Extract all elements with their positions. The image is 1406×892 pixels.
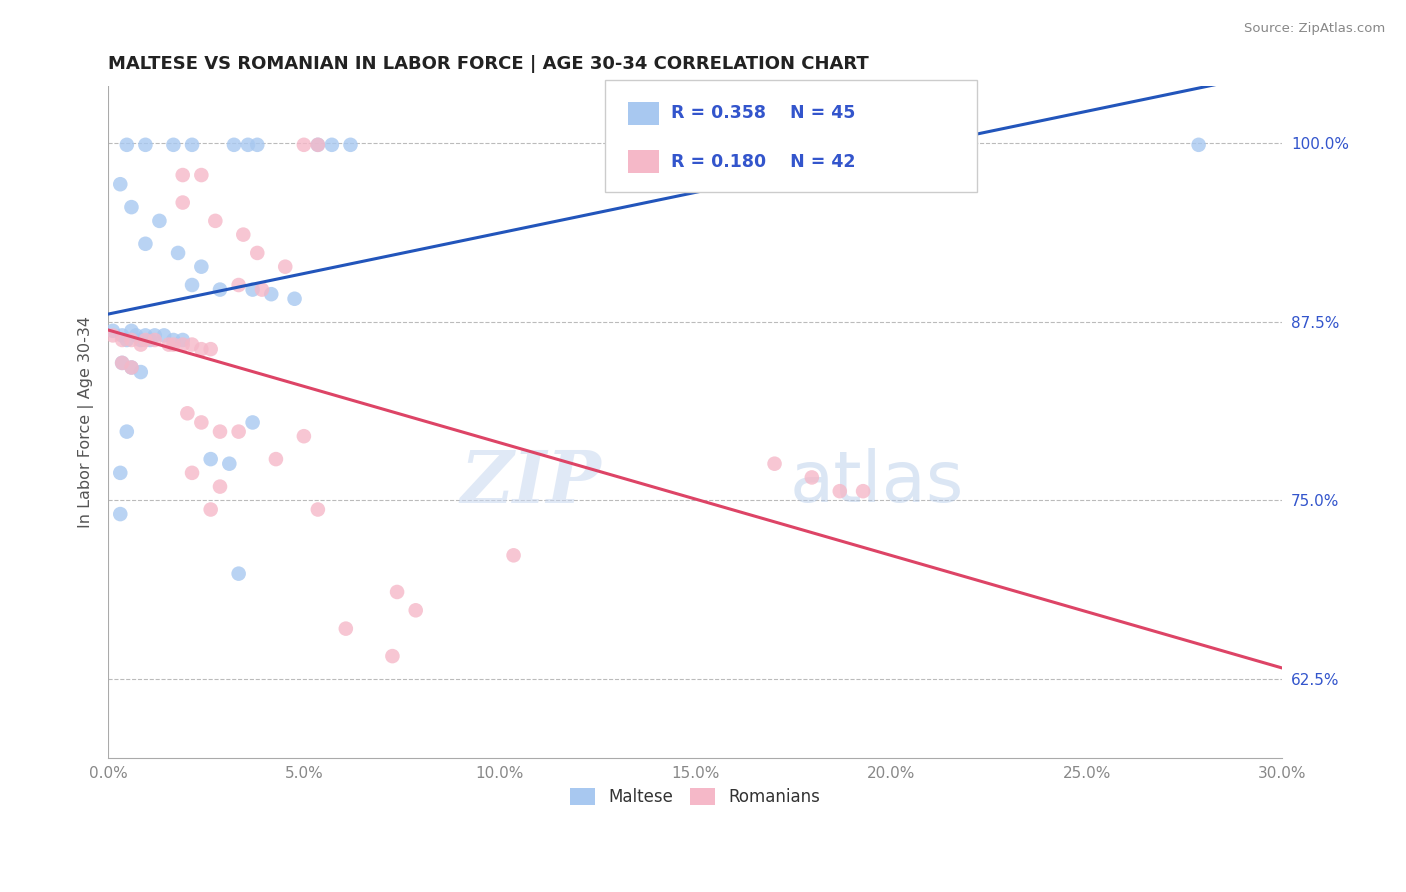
Point	[172, 195, 194, 210]
Point	[222, 137, 245, 152]
Point	[190, 168, 212, 182]
Point	[218, 457, 240, 471]
Point	[120, 333, 142, 347]
Point	[125, 328, 148, 343]
Point	[120, 360, 142, 375]
Point	[246, 246, 269, 260]
Point	[129, 337, 152, 351]
Text: R = 0.358    N = 45: R = 0.358 N = 45	[671, 104, 855, 122]
Point	[228, 425, 250, 439]
Point	[181, 278, 204, 293]
Point	[800, 470, 823, 484]
Point	[763, 457, 786, 471]
Text: ZIP: ZIP	[461, 447, 602, 517]
Point	[115, 333, 138, 347]
Point	[134, 333, 156, 347]
Point	[134, 328, 156, 343]
Point	[115, 425, 138, 439]
Point	[307, 137, 329, 152]
Point	[139, 333, 162, 347]
Point	[110, 507, 132, 521]
Point	[381, 649, 404, 664]
Point	[208, 480, 231, 494]
Point	[405, 603, 427, 617]
Legend: Maltese, Romanians: Maltese, Romanians	[564, 781, 827, 814]
Point	[502, 549, 524, 563]
Point	[181, 137, 204, 152]
Point	[172, 168, 194, 182]
Point	[111, 333, 134, 347]
Point	[250, 283, 273, 297]
Point	[101, 324, 124, 338]
Point	[120, 360, 142, 375]
Point	[110, 466, 132, 480]
Text: Source: ZipAtlas.com: Source: ZipAtlas.com	[1244, 22, 1385, 36]
Point	[339, 137, 361, 152]
Point	[190, 416, 212, 430]
Text: MALTESE VS ROMANIAN IN LABOR FORCE | AGE 30-34 CORRELATION CHART: MALTESE VS ROMANIAN IN LABOR FORCE | AGE…	[108, 55, 869, 73]
Point	[129, 365, 152, 379]
Point	[307, 137, 329, 152]
Point	[134, 236, 156, 251]
Point	[264, 452, 287, 467]
Point	[321, 137, 343, 152]
Point	[242, 416, 264, 430]
Point	[242, 283, 264, 297]
Point	[307, 502, 329, 516]
Point	[852, 484, 875, 499]
Point	[208, 283, 231, 297]
Text: atlas: atlas	[789, 448, 963, 516]
Point	[228, 566, 250, 581]
Point	[172, 333, 194, 347]
Point	[181, 337, 204, 351]
Point	[232, 227, 254, 242]
Point	[236, 137, 259, 152]
Point	[335, 622, 357, 636]
Point	[115, 137, 138, 152]
Point	[828, 484, 851, 499]
Point	[190, 260, 212, 274]
Text: R = 0.180    N = 42: R = 0.180 N = 42	[671, 153, 855, 170]
Point	[200, 502, 222, 516]
Point	[172, 337, 194, 351]
Y-axis label: In Labor Force | Age 30-34: In Labor Force | Age 30-34	[79, 316, 94, 528]
Point	[1187, 137, 1209, 152]
Point	[200, 452, 222, 467]
Point	[228, 278, 250, 293]
Point	[162, 337, 184, 351]
Point	[111, 356, 134, 370]
Point	[143, 333, 166, 347]
Point	[167, 246, 190, 260]
Point	[120, 200, 142, 214]
Point	[157, 337, 180, 351]
Point	[120, 324, 142, 338]
Point	[284, 292, 307, 306]
Point	[260, 287, 283, 301]
Point	[110, 178, 132, 192]
Point	[292, 137, 315, 152]
Point	[143, 328, 166, 343]
Point	[134, 137, 156, 152]
Point	[204, 214, 226, 228]
Point	[190, 342, 212, 356]
Point	[181, 466, 204, 480]
Point	[176, 406, 198, 420]
Point	[129, 333, 152, 347]
Point	[385, 585, 408, 599]
Point	[111, 328, 134, 343]
Point	[148, 214, 170, 228]
Point	[200, 342, 222, 356]
Point	[162, 333, 184, 347]
Point	[162, 137, 184, 152]
Point	[111, 356, 134, 370]
Point	[208, 425, 231, 439]
Point	[292, 429, 315, 443]
Point	[153, 328, 176, 343]
Point	[246, 137, 269, 152]
Point	[274, 260, 297, 274]
Point	[101, 328, 124, 343]
